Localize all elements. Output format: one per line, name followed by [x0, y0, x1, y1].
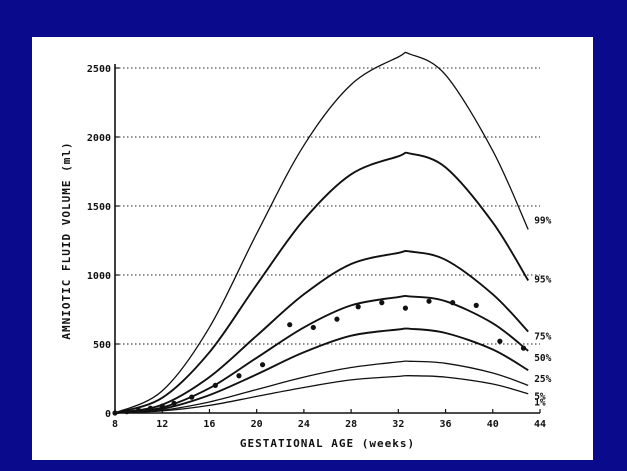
- percentile-curve-25: [114, 327, 529, 414]
- percentile-curve-75: [114, 249, 529, 414]
- x-tick-label: 24: [298, 419, 310, 430]
- data-point: [310, 324, 316, 331]
- x-tick-label: 28: [345, 419, 357, 430]
- x-tick-label: 16: [203, 419, 215, 430]
- percentile-curve-5: [114, 360, 529, 414]
- data-point: [355, 304, 361, 310]
- x-tick-label: 20: [251, 419, 263, 430]
- y-tick-label: 2000: [87, 133, 111, 144]
- data-point: [112, 410, 118, 416]
- x-tick-label: 8: [112, 419, 118, 430]
- percentile-curve-50: [114, 294, 529, 414]
- y-axis-title: AMNIOTIC FLUID VOLUME (ml): [60, 141, 73, 339]
- data-point: [287, 322, 293, 328]
- percentile-label: 99%: [534, 215, 551, 226]
- percentile-labels: 99% 95% 75% 50% 25% 5%1%: [534, 215, 551, 408]
- percentile-label: 25%: [534, 374, 551, 385]
- x-tick-label: 32: [392, 419, 404, 430]
- y-tick-label: 0: [105, 409, 111, 420]
- data-point: [426, 298, 432, 304]
- data-point: [259, 362, 266, 368]
- percentile-label: 95%: [534, 275, 551, 286]
- percentile-curve-95: [114, 151, 530, 414]
- grid-lines: [115, 67, 540, 345]
- percentile-curves: [114, 51, 530, 414]
- data-point: [171, 400, 177, 406]
- data-point: [402, 305, 409, 311]
- data-point: [379, 300, 385, 306]
- data-point: [136, 407, 142, 413]
- percentile-label: 50%: [534, 353, 551, 364]
- data-point: [159, 403, 165, 409]
- percentile-curve-99: [114, 51, 529, 414]
- x-tick-label: 36: [440, 419, 452, 430]
- percentile-label: 75%: [534, 332, 551, 343]
- chart-panel: 8 12 16 20 24 28 32 36 40 44 0 500 1000 1500 2000 2500…: [32, 37, 593, 460]
- data-point: [124, 409, 130, 415]
- x-axis-ticks: 8 12 16 20 24 28 32 36 40 44: [112, 409, 546, 430]
- data-point: [212, 382, 218, 388]
- data-point: [520, 345, 527, 351]
- x-axis-title: GESTATIONAL AGE (weeks): [240, 437, 415, 450]
- percentile-curve-1: [114, 375, 529, 414]
- data-point: [236, 373, 242, 379]
- amniotic-fluid-chart: 8 12 16 20 24 28 32 36 40 44 0 500 1000 1500 2000 2500…: [60, 51, 552, 450]
- y-tick-label: 500: [93, 340, 111, 351]
- axes: [114, 64, 540, 414]
- data-point: [473, 302, 479, 308]
- data-point: [334, 316, 340, 322]
- data-point: [147, 405, 154, 411]
- data-point: [497, 338, 503, 344]
- x-tick-label: 44: [534, 419, 546, 430]
- percentile-label: 1%: [534, 398, 546, 409]
- data-point: [189, 394, 195, 400]
- observed-points: [112, 298, 527, 416]
- y-axis-ticks: 0 500 1000 1500 2000 2500: [87, 64, 119, 420]
- x-tick-label: 40: [487, 419, 499, 430]
- data-point: [450, 300, 456, 306]
- x-tick-label: 12: [156, 419, 168, 430]
- percentile-label: 5%: [534, 391, 546, 402]
- y-tick-label: 1000: [87, 271, 111, 282]
- y-tick-label: 1500: [87, 202, 111, 213]
- y-tick-label: 2500: [87, 64, 111, 75]
